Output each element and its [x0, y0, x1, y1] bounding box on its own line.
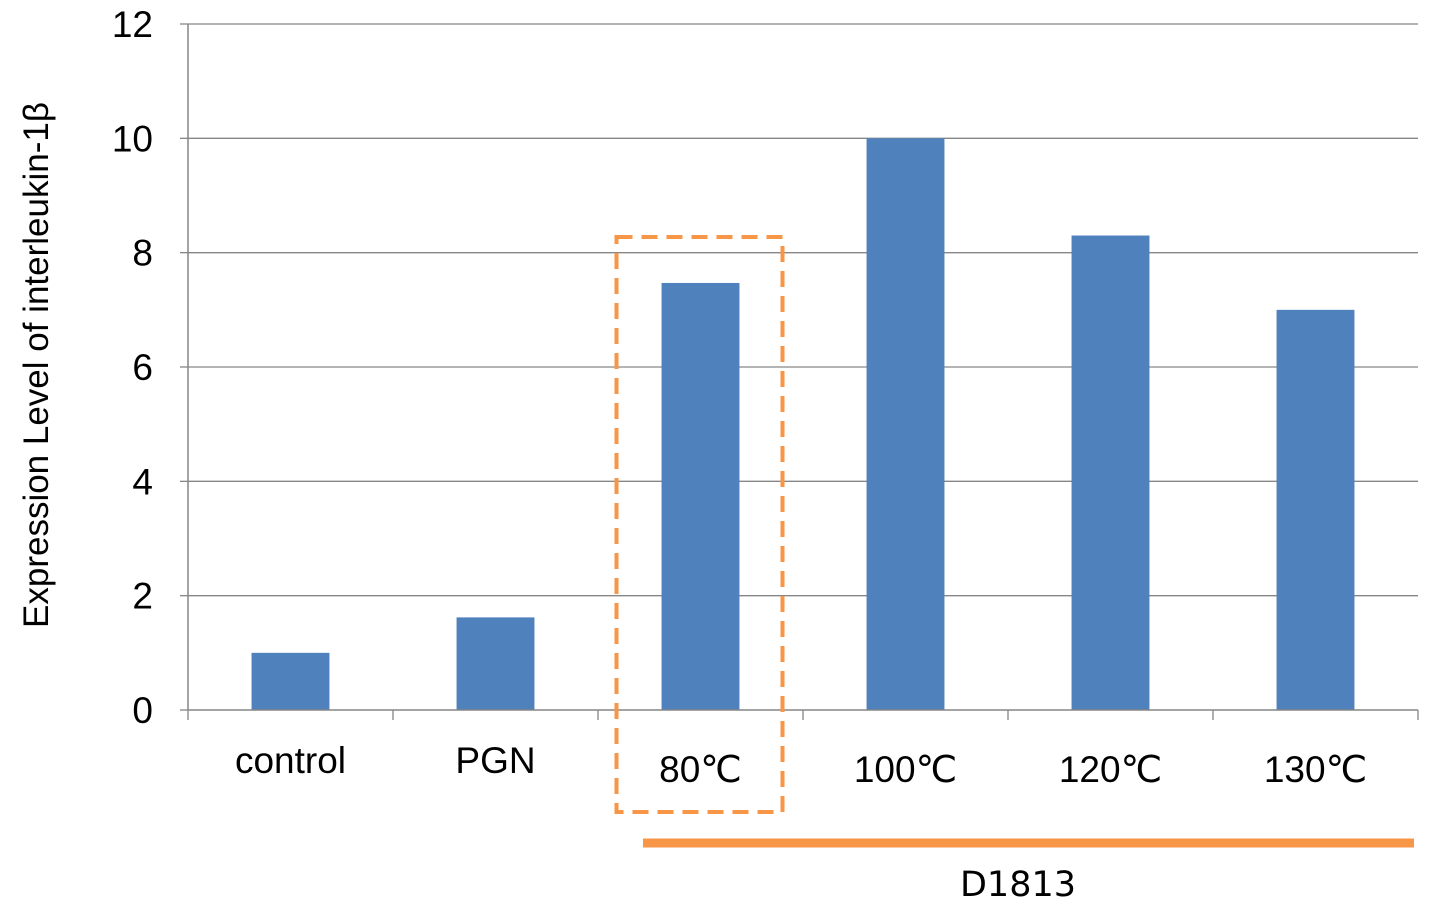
category-label: 100℃: [854, 749, 957, 790]
y-tick-label: 4: [132, 461, 153, 502]
bar: [866, 138, 945, 711]
y-tick-label: 12: [112, 4, 153, 45]
category-label: control: [235, 740, 346, 781]
y-axis-label: Expression Level of interleukin-1β: [17, 102, 56, 628]
bar: [1276, 309, 1355, 710]
bar: [1071, 235, 1150, 710]
category-label: PGN: [455, 740, 535, 781]
y-tick-label: 2: [132, 576, 153, 617]
annotations: D1813: [614, 235, 1414, 901]
y-tick-label: 0: [132, 690, 153, 731]
y-tick-label: 8: [132, 233, 153, 274]
category-label: 120℃: [1059, 749, 1162, 790]
bar: [251, 652, 330, 710]
axes: [180, 23, 1419, 720]
y-tick-label: 10: [112, 118, 153, 159]
category-labels: control PGN 80℃ 100℃ 120℃ 130℃: [235, 740, 1367, 790]
y-tick-labels: 0 2 4 6 8 10 12: [112, 4, 153, 731]
gridlines: [188, 23, 1418, 597]
group-label: D1813: [960, 865, 1076, 901]
category-label: 130℃: [1264, 749, 1367, 790]
bar: [456, 617, 535, 710]
highlight-box: [614, 235, 785, 814]
bar: [661, 282, 740, 710]
category-label: 80℃: [659, 749, 742, 790]
y-tick-label: 6: [132, 347, 153, 388]
bars: [251, 138, 1355, 711]
